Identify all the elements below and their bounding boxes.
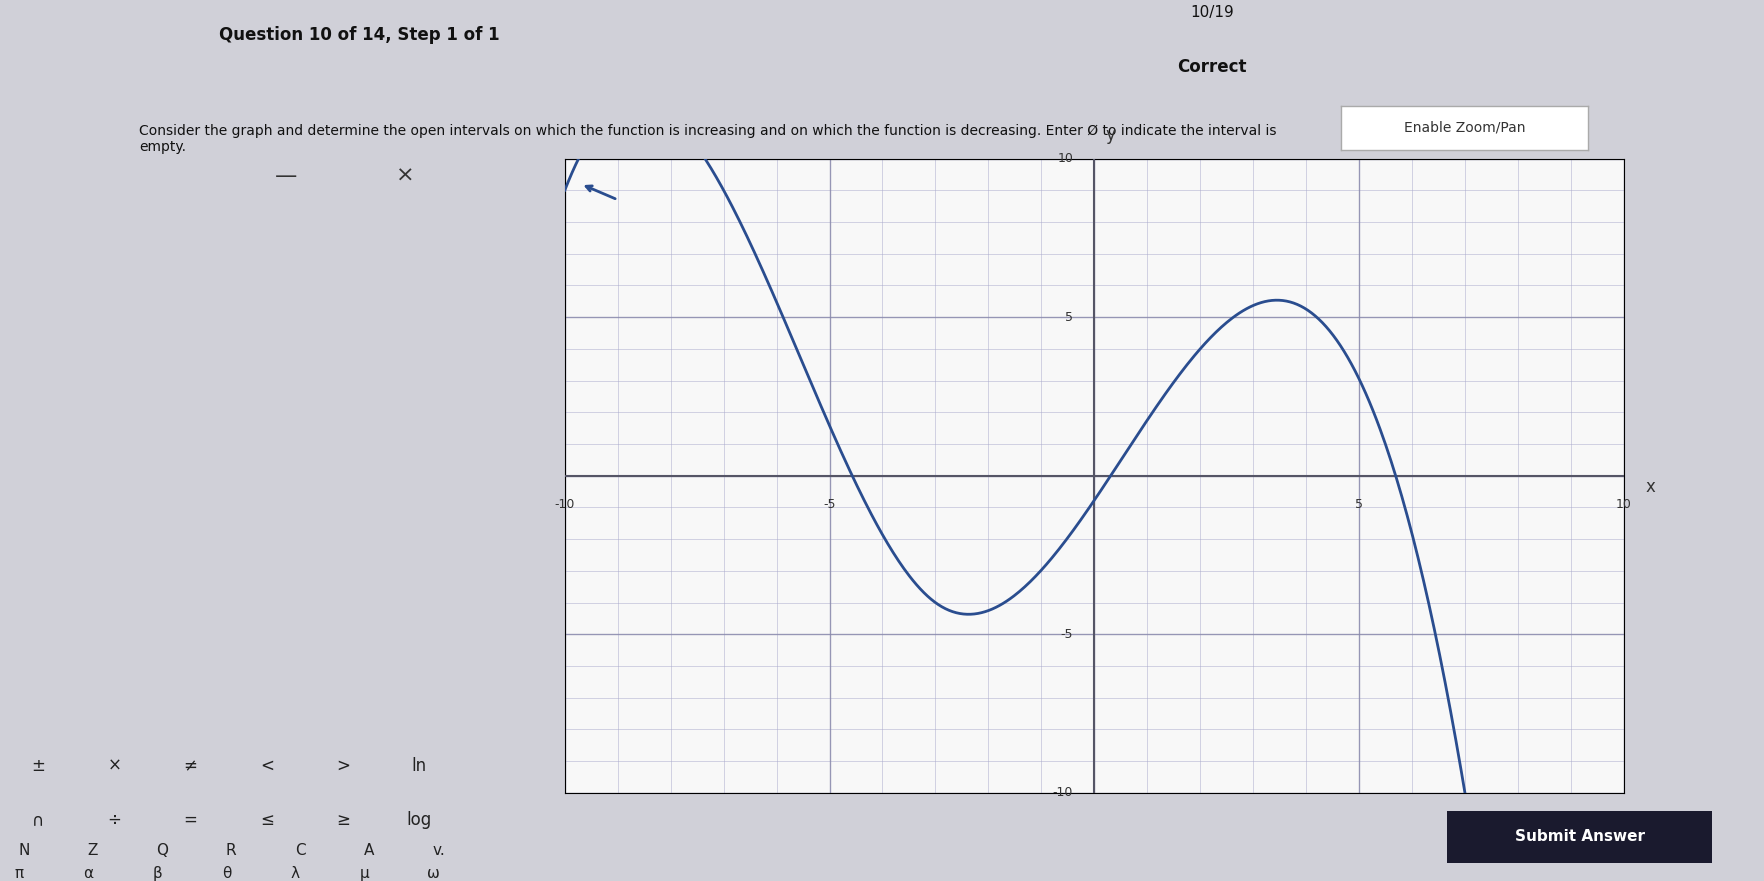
Text: ×: × [108,757,122,775]
Text: 10: 10 [1057,152,1073,165]
Text: Question 10 of 14, Step 1 of 1: Question 10 of 14, Step 1 of 1 [219,26,499,44]
Text: 10: 10 [1616,498,1630,511]
Text: —: — [275,166,296,186]
Text: ±: ± [32,757,46,775]
Text: 10/19: 10/19 [1189,5,1233,20]
Text: ≤: ≤ [259,811,273,829]
Text: α: α [83,866,93,881]
Text: -10: -10 [1051,787,1073,799]
Text: Enable Zoom/Pan: Enable Zoom/Pan [1404,121,1524,135]
Text: R: R [226,843,236,858]
Text: C: C [295,843,305,858]
Text: λ: λ [291,866,300,881]
Text: Correct: Correct [1177,58,1245,76]
Text: -5: -5 [822,498,836,511]
Text: Consider the graph and determine the open intervals on which the function is inc: Consider the graph and determine the ope… [139,124,1277,154]
Text: ÷: ÷ [108,811,122,829]
Text: θ: θ [222,866,231,881]
Text: β: β [152,866,162,881]
Text: x: x [1644,478,1655,496]
Text: ∩: ∩ [32,811,44,829]
Text: Z: Z [88,843,99,858]
Text: A: A [363,843,374,858]
Text: =: = [183,811,198,829]
Text: ≥: ≥ [335,811,349,829]
Text: >: > [335,757,349,775]
Text: -5: -5 [1060,628,1073,640]
Text: -10: -10 [554,498,575,511]
Text: 5: 5 [1064,311,1073,323]
Text: ×: × [395,166,415,186]
Text: Q: Q [155,843,168,858]
Text: 5: 5 [1355,498,1362,511]
Text: ≠: ≠ [183,757,198,775]
Text: <: < [259,757,273,775]
Text: ω: ω [427,866,439,881]
Text: Submit Answer: Submit Answer [1514,829,1644,845]
Text: v.: v. [432,843,445,858]
Text: log: log [406,811,432,829]
Text: π: π [14,866,23,881]
Text: ln: ln [411,757,427,775]
Text: y: y [1104,126,1115,144]
Text: μ: μ [360,866,369,881]
Text: N: N [18,843,30,858]
